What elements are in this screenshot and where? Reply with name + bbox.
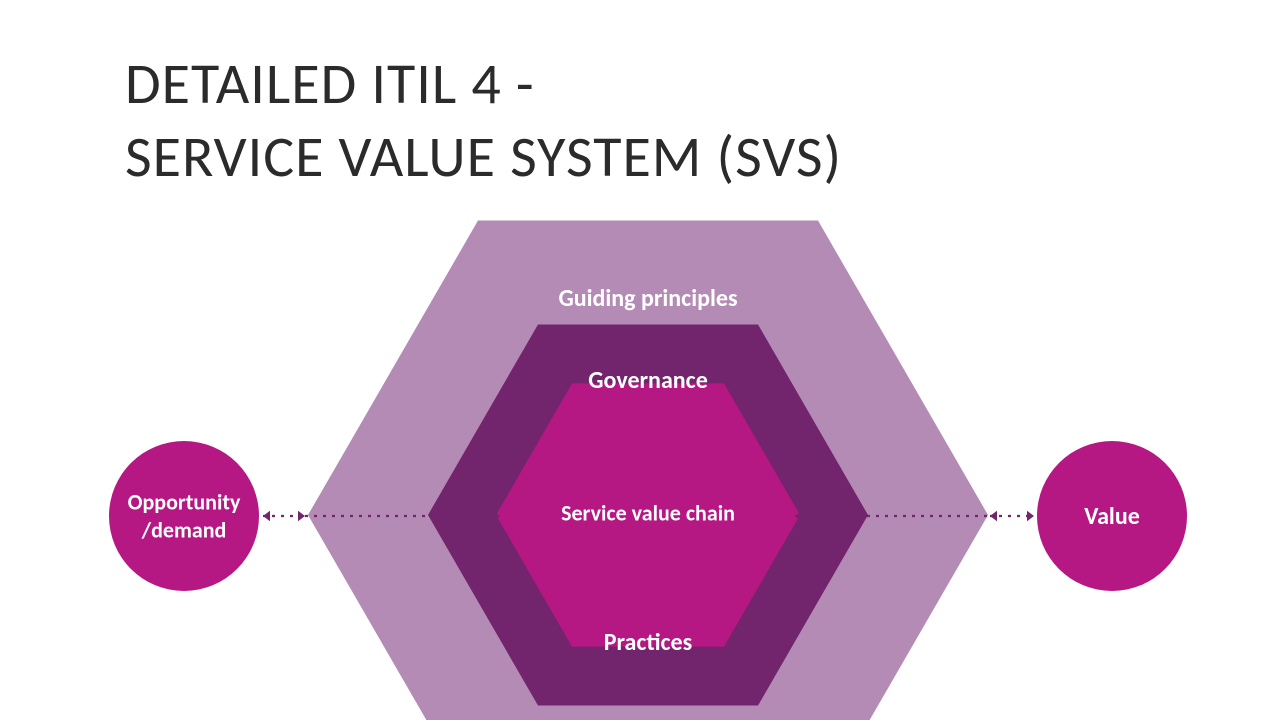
arrowhead-0 (263, 511, 270, 522)
svs-diagram: Guiding principles Governance Practices Ser… (0, 0, 1280, 720)
arrowhead-4 (990, 511, 997, 522)
arrowhead-5 (1027, 511, 1034, 522)
label-middle-top: Governance (588, 366, 708, 395)
label-outer-top: Guiding principles (558, 284, 737, 313)
slide: DETAILED ITIL 4 - SERVICE VALUE SYSTEM (… (0, 0, 1280, 720)
label-inner-center: Service value chain (561, 499, 735, 526)
left-circle-label-2: /demand (141, 516, 227, 543)
right-circle-label: Value (1084, 502, 1140, 531)
arrowhead-1 (298, 511, 305, 522)
left-circle-label-1: Opportunity (128, 488, 241, 515)
label-middle-bottom: Practices (604, 628, 692, 657)
